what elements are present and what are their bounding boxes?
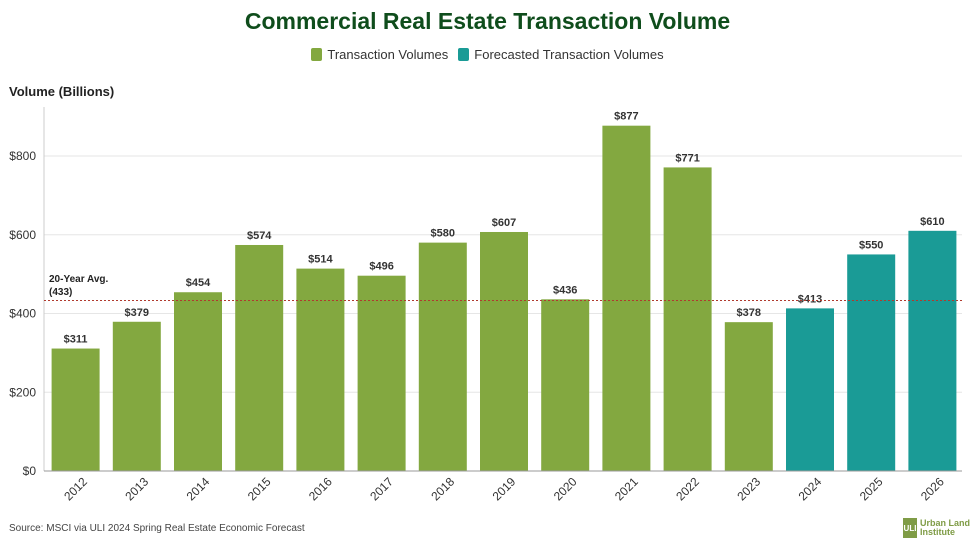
uli-logo-text: Urban Land Institute [920, 519, 970, 537]
legend-label-forecast: Forecasted Transaction Volumes [474, 47, 664, 62]
bar-data-label: $436 [553, 284, 577, 296]
bar [541, 299, 590, 471]
bar-data-label: $877 [614, 111, 638, 123]
bar [51, 348, 100, 471]
bar [174, 292, 222, 471]
bar [602, 125, 651, 472]
bar [296, 268, 345, 471]
bar [112, 321, 161, 471]
average-line-label-title: 20-Year Avg. [49, 274, 109, 285]
bar-data-label: $610 [920, 216, 944, 228]
bar-data-label: $379 [125, 307, 149, 319]
bar-data-label: $771 [675, 152, 699, 164]
bar [663, 167, 712, 471]
x-tick-label: 2013 [122, 474, 151, 503]
x-tick-label: 2014 [184, 474, 213, 503]
x-tick-label: 2022 [673, 474, 702, 503]
bar [235, 244, 284, 471]
x-tick-label: 2019 [490, 474, 519, 503]
legend-label-actual: Transaction Volumes [327, 47, 449, 62]
x-tick-label: 2021 [612, 474, 641, 503]
bar [724, 322, 773, 471]
y-axis-label: Volume (Billions) [9, 84, 115, 99]
bar-data-label: $311 [64, 334, 88, 346]
bar-data-label: $550 [859, 239, 883, 251]
uli-logo-mark: ULI [903, 518, 917, 538]
y-tick-label: $800 [9, 149, 36, 163]
y-tick-label: $400 [9, 307, 36, 321]
uli-logo: ULI Urban Land Institute [903, 518, 970, 538]
x-tick-label: 2018 [428, 474, 457, 503]
y-tick-label: $0 [23, 464, 37, 478]
bar-data-label: $496 [369, 261, 393, 273]
bar-data-label: $580 [431, 228, 455, 240]
x-tick-label: 2026 [918, 474, 947, 503]
legend-item-forecast: Forecasted Transaction Volumes [458, 47, 664, 62]
average-line-label: 20-Year Avg. (433) [49, 273, 108, 299]
bar [357, 275, 406, 471]
bar [786, 308, 834, 471]
legend-item-actual: Transaction Volumes [311, 47, 448, 62]
bar [480, 231, 528, 471]
x-tick-label: 2017 [367, 474, 396, 503]
x-tick-label: 2016 [306, 474, 335, 503]
bar-data-label: $607 [492, 217, 516, 229]
bar [418, 242, 467, 471]
legend-swatch-actual [311, 48, 323, 61]
bar-data-label: $413 [798, 293, 822, 305]
average-line-label-value: (433) [49, 287, 73, 298]
bar-data-label: $378 [737, 307, 761, 319]
x-tick-label: 2015 [245, 474, 274, 503]
bar [908, 230, 957, 471]
x-tick-label: 2025 [857, 474, 886, 503]
bar-data-label: $454 [186, 277, 211, 289]
uli-logo-line1: Urban Land [920, 518, 971, 528]
bar-data-label: $514 [308, 254, 333, 266]
x-tick-label: 2020 [551, 474, 580, 503]
x-tick-label: 2023 [734, 474, 763, 503]
bar-data-label: $574 [247, 230, 272, 242]
bar [847, 254, 896, 471]
legend-swatch-forecast [458, 48, 470, 61]
y-tick-label: $600 [9, 228, 36, 242]
uli-logo-line2: Institute [920, 527, 955, 537]
source-note: Source: MSCI via ULI 2024 Spring Real Es… [9, 523, 305, 534]
x-tick-label: 2012 [61, 474, 90, 503]
chart-title: Commercial Real Estate Transaction Volum… [244, 8, 731, 34]
x-tick-label: 2024 [796, 474, 825, 503]
legend: Transaction Volumes Forecasted Transacti… [0, 47, 975, 62]
y-tick-label: $200 [9, 385, 36, 399]
